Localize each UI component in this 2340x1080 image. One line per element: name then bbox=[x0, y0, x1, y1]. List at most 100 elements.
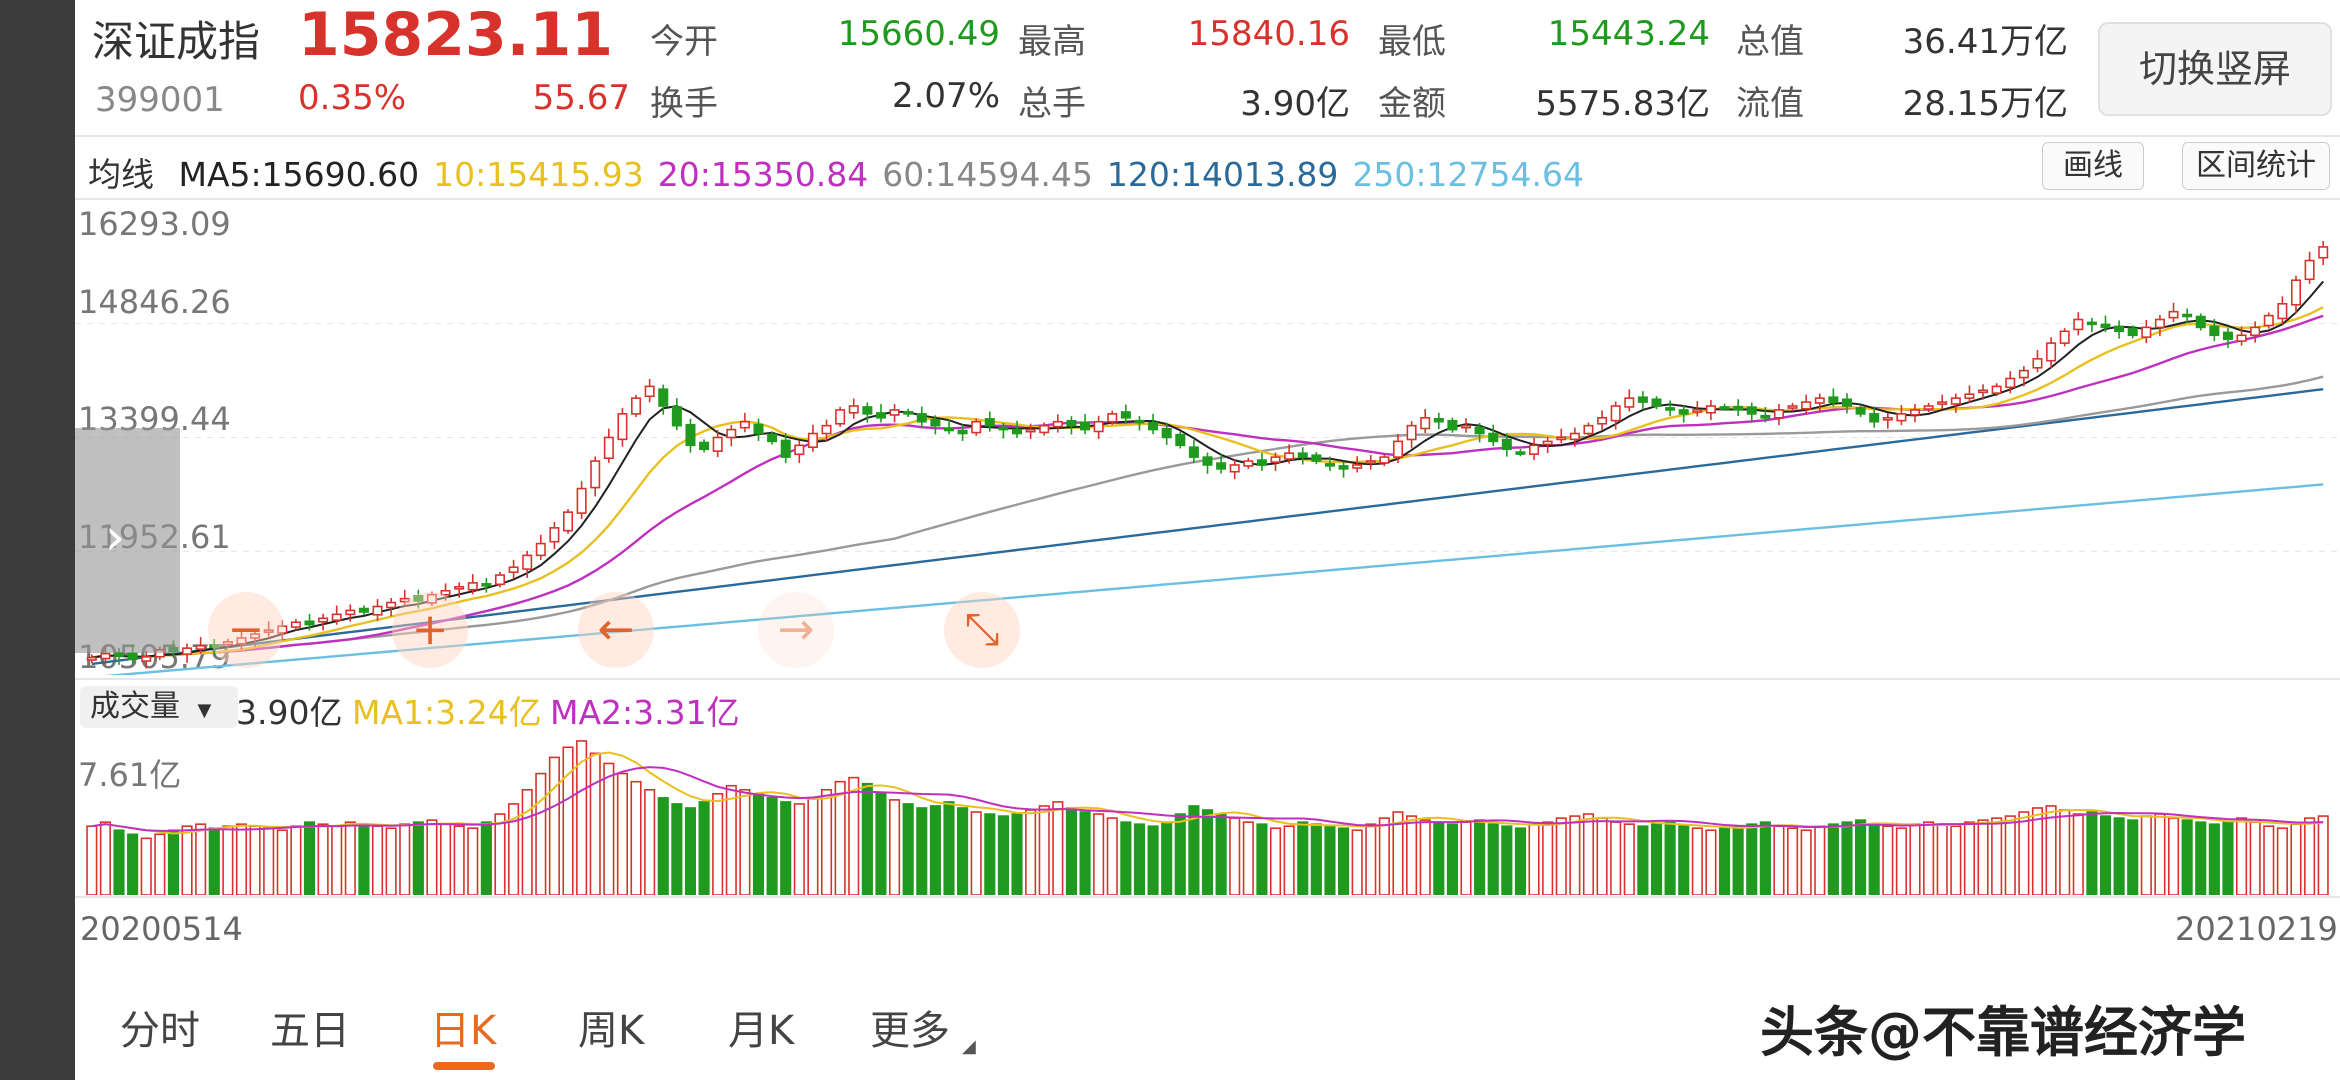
candle bbox=[1311, 452, 1322, 465]
candle bbox=[440, 583, 451, 601]
collapse-panel[interactable]: › bbox=[75, 428, 180, 653]
volume-bar bbox=[698, 801, 710, 895]
indicator-selector[interactable]: 成交量 ▼ bbox=[80, 686, 238, 728]
candle-body bbox=[767, 433, 778, 443]
candle bbox=[631, 395, 642, 418]
tab-5[interactable]: 更多 bbox=[870, 1008, 950, 1054]
tab-4[interactable]: 月K bbox=[728, 1008, 795, 1054]
volume-bar bbox=[208, 827, 220, 895]
candle bbox=[1583, 422, 1594, 437]
stat-value: 15660.49 bbox=[837, 14, 1000, 54]
candle-body bbox=[1814, 397, 1825, 404]
candle bbox=[494, 571, 506, 588]
candle-body bbox=[1556, 436, 1567, 441]
tab-3[interactable]: 周K bbox=[578, 1008, 645, 1054]
candle-body bbox=[848, 405, 859, 414]
candle bbox=[1542, 436, 1553, 454]
candlestick-chart[interactable] bbox=[75, 200, 2340, 675]
candle-body bbox=[2182, 313, 2193, 318]
ma-label: 均线 bbox=[88, 155, 154, 194]
tab-0[interactable]: 分时 bbox=[120, 1008, 200, 1054]
candle bbox=[2086, 317, 2097, 333]
volume-bar bbox=[1528, 823, 1540, 895]
candle-body bbox=[318, 617, 329, 623]
candle-body bbox=[467, 582, 478, 591]
candle-body bbox=[562, 511, 574, 532]
candle-body bbox=[1311, 454, 1322, 462]
candle bbox=[1773, 403, 1784, 426]
volume-bar bbox=[1637, 825, 1649, 895]
volume-bar bbox=[344, 821, 356, 895]
volume-bar bbox=[2140, 815, 2152, 895]
candle-body bbox=[1610, 405, 1621, 422]
volume-bar bbox=[1079, 811, 1091, 895]
volume-bar bbox=[113, 829, 125, 895]
candle bbox=[1651, 396, 1662, 410]
volume-bar bbox=[1052, 801, 1064, 895]
volume-bar bbox=[1351, 829, 1363, 895]
candle bbox=[658, 384, 669, 415]
volume-bar bbox=[1460, 821, 1472, 895]
candle-body bbox=[1855, 407, 1866, 415]
volume-bar bbox=[1283, 825, 1295, 895]
switch-portrait-button[interactable]: 切换竖屏 bbox=[2098, 22, 2332, 116]
volume-bar bbox=[875, 793, 887, 895]
volume-bar bbox=[1950, 825, 1962, 895]
tab-2[interactable]: 日K bbox=[430, 1008, 497, 1054]
candle-body bbox=[345, 609, 356, 616]
volume-bar bbox=[2290, 823, 2302, 895]
volume-bar bbox=[957, 807, 969, 895]
candle bbox=[1978, 384, 1989, 400]
volume-bar bbox=[494, 813, 506, 895]
range-stats-button[interactable]: 区间统计 bbox=[2182, 142, 2330, 190]
volume-chart[interactable] bbox=[75, 735, 2340, 895]
zoom-in-icon[interactable]: + bbox=[392, 592, 468, 668]
volume-bar bbox=[195, 823, 207, 895]
volume-bar bbox=[644, 788, 656, 895]
stat-label: 最低 bbox=[1378, 22, 1446, 62]
candle-body bbox=[1148, 421, 1159, 431]
date-start: 20200514 bbox=[80, 910, 243, 948]
chevron-right-icon[interactable]: › bbox=[105, 508, 125, 566]
volume-bar bbox=[1147, 825, 1159, 895]
zoom-out-icon[interactable]: − bbox=[208, 592, 284, 668]
volume-bar bbox=[1256, 823, 1268, 895]
volume-bar bbox=[997, 815, 1009, 895]
candle-body bbox=[113, 651, 125, 657]
volume-bar bbox=[657, 797, 669, 895]
candle bbox=[1392, 433, 1404, 464]
arrow-right-icon[interactable]: → bbox=[758, 592, 834, 668]
candle bbox=[1909, 403, 1921, 423]
ma-legend-item: 10:15415.93 bbox=[433, 155, 644, 194]
candle-body bbox=[386, 601, 397, 609]
volume-bar bbox=[1433, 821, 1445, 895]
candle-body bbox=[1637, 396, 1648, 403]
candle-body bbox=[1501, 438, 1512, 451]
candle-body bbox=[590, 460, 601, 489]
candle bbox=[535, 534, 546, 560]
volume-bar bbox=[303, 821, 316, 895]
candle-body bbox=[1773, 409, 1784, 419]
candle-body bbox=[2073, 318, 2084, 331]
candle bbox=[1175, 431, 1186, 449]
candle bbox=[1324, 456, 1335, 471]
draw-line-button[interactable]: 画线 bbox=[2042, 142, 2144, 190]
volume-bar bbox=[929, 805, 941, 895]
candle-body bbox=[1120, 411, 1131, 419]
volume-bar bbox=[2181, 819, 2193, 895]
volume-bar bbox=[671, 803, 683, 895]
tab-1[interactable]: 五日 bbox=[270, 1008, 350, 1054]
stat-value: 5575.83亿 bbox=[1535, 84, 1710, 124]
volume-bar bbox=[888, 799, 901, 895]
candle-body bbox=[1460, 424, 1472, 429]
volume-bar bbox=[1841, 821, 1853, 895]
ma-legend-item: 20:15350.84 bbox=[657, 155, 869, 194]
volume-bar bbox=[1229, 817, 1241, 895]
volume-bar bbox=[1161, 821, 1173, 895]
candle-body bbox=[998, 426, 1009, 431]
candle bbox=[1597, 410, 1608, 430]
candle-body bbox=[984, 418, 995, 427]
reset-zoom-icon[interactable]: ⤡ bbox=[944, 592, 1020, 668]
candle-body bbox=[712, 436, 723, 452]
arrow-left-icon[interactable]: ← bbox=[578, 592, 654, 668]
